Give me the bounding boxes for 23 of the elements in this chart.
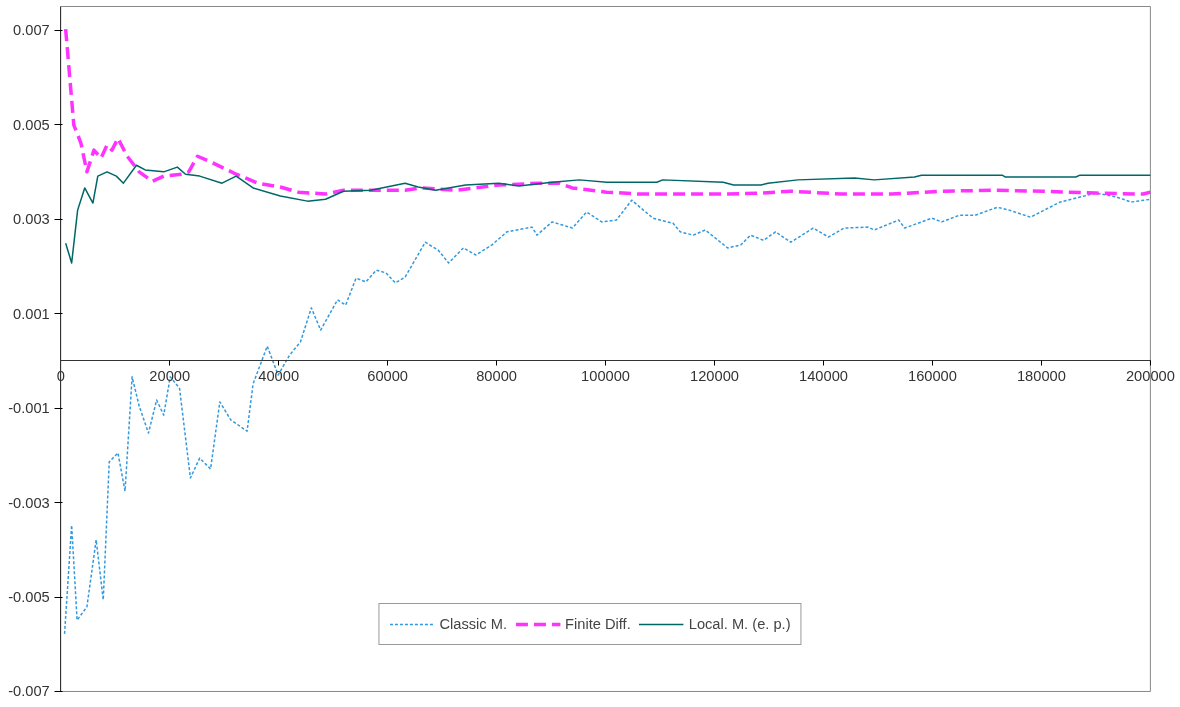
legend-label: Local. M. (e. p.) <box>688 616 791 632</box>
x-tick-label: 120000 <box>690 367 739 384</box>
y-tick-label: 0.001 <box>13 305 50 322</box>
y-tick-label: -0.003 <box>8 494 50 511</box>
y-tick-label: 0.005 <box>13 116 50 133</box>
x-tick-label: 80000 <box>476 367 517 384</box>
line-series <box>63 27 1153 196</box>
x-tick-label: 60000 <box>367 367 409 384</box>
x-tick-label: 200000 <box>1125 367 1175 384</box>
legend-label: Classic M. <box>439 616 508 632</box>
x-tick-label: 180000 <box>1016 367 1066 384</box>
y-tick-label: -0.007 <box>8 683 50 700</box>
y-tick-label: 0.003 <box>13 211 50 228</box>
x-tick-label: 160000 <box>908 367 957 384</box>
legend-label: Finite Diff. <box>565 616 631 632</box>
x-tick-label: 20000 <box>149 367 191 384</box>
x-tick-label: 100000 <box>581 367 631 384</box>
y-tick-label: -0.005 <box>8 589 50 605</box>
x-tick-label: 140000 <box>799 367 848 384</box>
line-series <box>64 164 1152 264</box>
y-tick-label: -0.001 <box>8 400 50 417</box>
x-tick-label: 40000 <box>258 367 300 384</box>
y-tick-label: 0.007 <box>13 22 50 39</box>
